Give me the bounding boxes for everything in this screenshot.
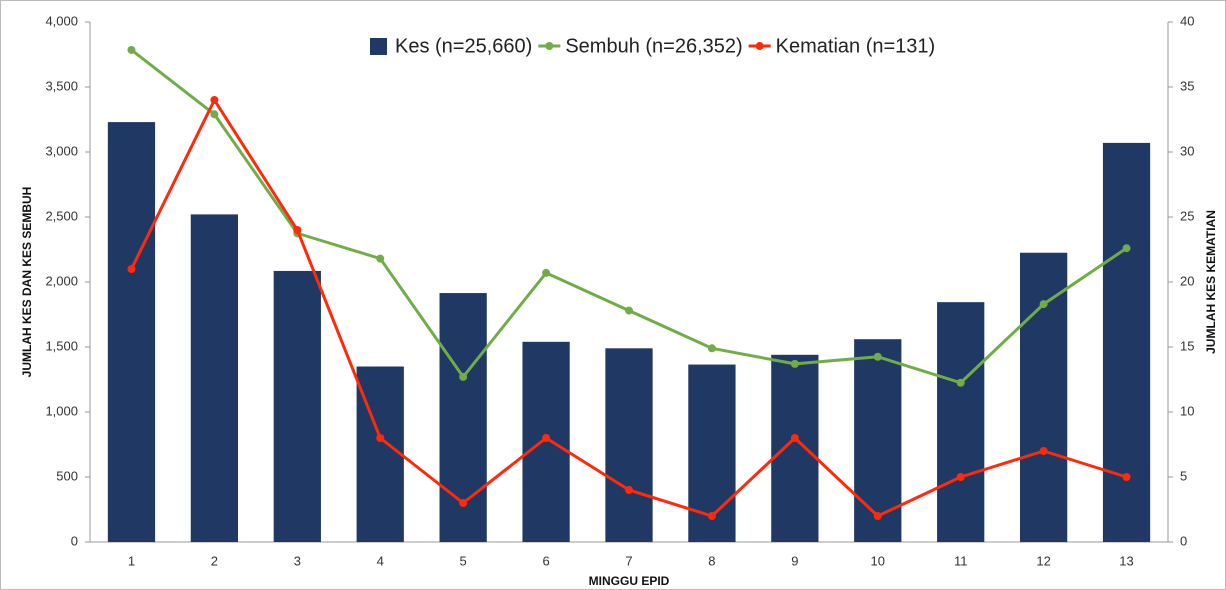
x-tick-label: 7: [625, 553, 632, 568]
x-tick-label: 11: [954, 553, 968, 568]
y-axis-title: JUMLAH KES DAN KES SEMBUH: [20, 187, 34, 378]
line-marker: [1122, 473, 1131, 481]
y2-tick-label: 10: [1180, 403, 1194, 418]
y-tick-label: 2,000: [45, 273, 78, 288]
line-marker: [127, 265, 136, 273]
x-tick-label: 4: [377, 553, 384, 568]
y2-tick-label: 30: [1180, 143, 1194, 158]
line-marker: [210, 110, 219, 119]
y2-tick-label: 0: [1180, 533, 1187, 548]
y2-tick-label: 25: [1180, 208, 1194, 223]
line-marker: [956, 378, 965, 387]
legend-swatch-marker: [755, 42, 764, 50]
line-marker: [790, 359, 799, 368]
line-marker: [790, 434, 799, 442]
x-tick-label: 12: [1036, 553, 1050, 568]
y-tick-label: 4,000: [45, 13, 78, 28]
line-marker: [625, 486, 633, 494]
x-axis-title: MINGGU EPID: [589, 574, 670, 588]
y-tick-label: 500: [56, 468, 78, 483]
x-tick-label: 5: [460, 553, 467, 568]
line-marker: [1122, 244, 1131, 253]
x-tick-label: 2: [211, 553, 218, 568]
line-marker: [459, 499, 468, 507]
y2-tick-label: 20: [1180, 273, 1194, 288]
y-tick-label: 3,000: [45, 143, 78, 158]
line-marker: [542, 434, 551, 442]
y-tick-label: 2,500: [45, 208, 78, 223]
legend-swatch: [370, 38, 387, 55]
bar: [937, 302, 985, 542]
y-tick-label: 1,500: [45, 338, 78, 353]
bar: [854, 339, 902, 542]
line-marker: [1039, 447, 1048, 455]
y2-tick-label: 40: [1180, 13, 1194, 28]
legend-swatch-marker: [545, 42, 554, 50]
line-marker: [873, 512, 882, 520]
line-marker: [956, 473, 965, 481]
line-marker: [293, 226, 302, 234]
y2-tick-label: 5: [1180, 468, 1187, 483]
line-marker: [707, 512, 716, 520]
bar: [1019, 252, 1068, 542]
bar: [190, 214, 239, 542]
line-marker: [210, 96, 219, 104]
x-tick-label: 1: [128, 553, 135, 568]
bar: [1102, 142, 1151, 542]
x-tick-label: 6: [542, 553, 549, 568]
line-marker: [459, 372, 468, 381]
y2-tick-label: 15: [1180, 338, 1194, 353]
line-marker: [873, 352, 882, 361]
legend-label: Kematian (n=131): [776, 35, 936, 57]
legend-label: Kes (n=25,660): [395, 35, 532, 57]
line-marker: [1039, 300, 1048, 309]
y2-tick-label: 35: [1180, 78, 1194, 93]
y-tick-label: 0: [71, 533, 78, 548]
line-marker: [707, 344, 716, 353]
x-tick-label: 8: [708, 553, 715, 568]
y2-axis-title: JUMLAH KES KEMATIAN: [1204, 210, 1218, 354]
line-marker: [542, 268, 551, 277]
x-tick-label: 13: [1119, 553, 1133, 568]
x-tick-label: 3: [294, 553, 301, 568]
bar: [605, 348, 653, 542]
line-marker: [376, 434, 385, 442]
line-marker: [127, 45, 136, 54]
y-tick-label: 1,000: [45, 403, 78, 418]
legend-label: Sembuh (n=26,352): [565, 35, 742, 57]
x-tick-label: 10: [871, 553, 885, 568]
line-marker: [376, 254, 385, 263]
bar: [107, 122, 156, 542]
bar: [273, 270, 321, 542]
y-tick-label: 3,500: [45, 78, 78, 93]
bar: [771, 354, 819, 542]
line-marker: [625, 306, 633, 315]
x-tick-label: 9: [791, 553, 798, 568]
